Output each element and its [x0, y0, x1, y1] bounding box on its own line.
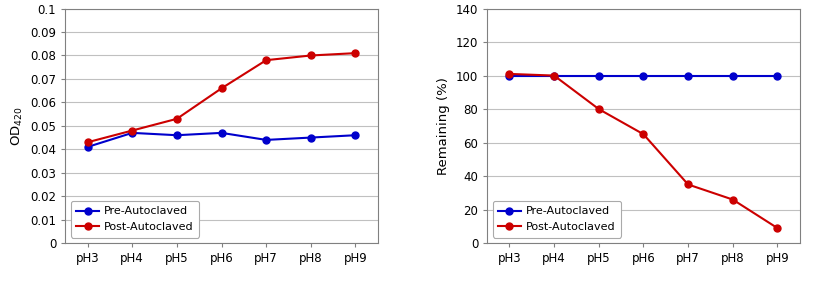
Pre-Autoclaved	[351, 134, 361, 137]
Post-Autoclaved	[351, 51, 361, 55]
Post-Autoclaved	[82, 140, 92, 144]
Legend: Pre-Autoclaved, Post-Autoclaved: Pre-Autoclaved, Post-Autoclaved	[493, 201, 621, 238]
Post-Autoclaved	[683, 183, 693, 186]
Pre-Autoclaved	[306, 136, 316, 139]
Pre-Autoclaved	[127, 131, 137, 135]
Pre-Autoclaved	[549, 74, 559, 77]
Post-Autoclaved	[773, 226, 783, 230]
Pre-Autoclaved	[216, 131, 226, 135]
Post-Autoclaved	[594, 107, 604, 111]
Pre-Autoclaved	[82, 145, 92, 149]
Pre-Autoclaved	[504, 74, 514, 77]
Line: Pre-Autoclaved: Pre-Autoclaved	[506, 72, 781, 79]
Pre-Autoclaved	[261, 138, 271, 142]
Post-Autoclaved	[728, 198, 738, 201]
Legend: Pre-Autoclaved, Post-Autoclaved: Pre-Autoclaved, Post-Autoclaved	[71, 201, 199, 238]
Line: Post-Autoclaved: Post-Autoclaved	[84, 50, 359, 146]
Pre-Autoclaved	[728, 74, 738, 77]
Y-axis label: OD$_{420}$: OD$_{420}$	[10, 106, 24, 146]
Post-Autoclaved	[306, 54, 316, 57]
Post-Autoclaved	[639, 132, 649, 136]
Post-Autoclaved	[172, 117, 182, 120]
Line: Pre-Autoclaved: Pre-Autoclaved	[84, 129, 359, 150]
Pre-Autoclaved	[172, 134, 182, 137]
Post-Autoclaved	[216, 87, 226, 90]
Y-axis label: Remaining (%): Remaining (%)	[437, 77, 450, 175]
Post-Autoclaved	[549, 74, 559, 77]
Pre-Autoclaved	[639, 74, 649, 77]
Pre-Autoclaved	[594, 74, 604, 77]
Pre-Autoclaved	[683, 74, 693, 77]
Line: Post-Autoclaved: Post-Autoclaved	[506, 70, 781, 231]
Post-Autoclaved	[127, 129, 137, 132]
Pre-Autoclaved	[773, 74, 783, 77]
Post-Autoclaved	[504, 72, 514, 76]
Post-Autoclaved	[261, 58, 271, 62]
